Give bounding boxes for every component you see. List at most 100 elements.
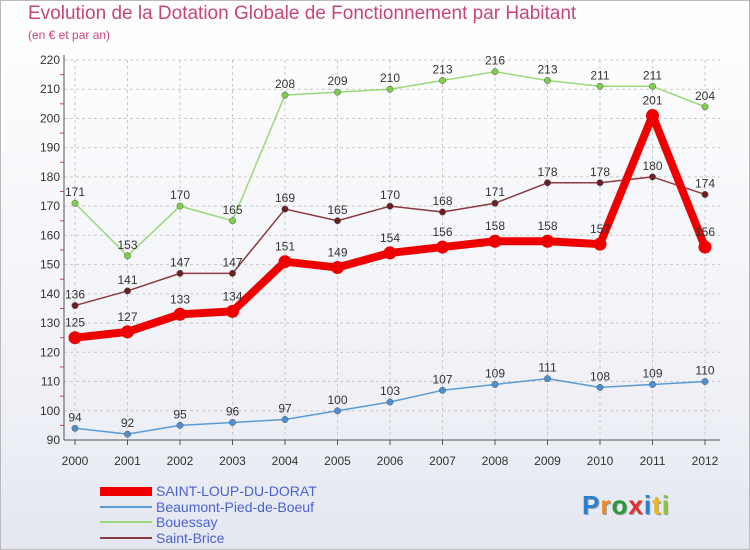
data-point (436, 240, 449, 254)
data-label: 171 (65, 185, 85, 199)
data-point (71, 424, 79, 432)
data-label: 204 (695, 89, 715, 103)
x-tick-label: 2003 (219, 454, 246, 468)
data-point (439, 386, 446, 394)
data-label: 96 (226, 404, 240, 418)
data-point (281, 205, 289, 213)
data-point (701, 103, 709, 111)
data-point (491, 381, 499, 388)
data-label: 211 (643, 68, 662, 82)
data-point (331, 261, 344, 275)
legend-swatch-bouessay (100, 521, 152, 523)
data-label: 156 (695, 225, 715, 239)
data-label: 216 (485, 54, 505, 68)
y-tick-label: 100 (40, 404, 60, 418)
data-point (229, 269, 236, 277)
data-point (544, 77, 551, 84)
x-tick-label: 2005 (324, 454, 351, 468)
data-point (334, 217, 341, 225)
y-tick-label: 150 (40, 258, 60, 272)
y-tick-label: 190 (40, 141, 60, 155)
x-tick-label: 2009 (534, 454, 561, 468)
y-tick-label: 170 (40, 199, 60, 213)
data-point (386, 202, 394, 210)
data-label: 213 (537, 62, 557, 76)
data-point (649, 82, 656, 90)
legend-item-saint-brice: Saint-Brice (100, 530, 224, 546)
data-label: 178 (537, 165, 557, 179)
x-tick-label: 2010 (587, 454, 614, 468)
logo-letter: P (582, 490, 601, 520)
legend-swatch-saint-loup (100, 486, 152, 496)
data-label: 209 (327, 74, 347, 88)
legend-item-beaumont: Beaumont-Pied-de-Boeuf (100, 499, 314, 515)
data-point (124, 287, 131, 295)
data-point (176, 269, 184, 277)
data-point (439, 208, 446, 216)
legend-item-bouessay: Bouessay (100, 514, 217, 530)
data-label: 210 (380, 71, 400, 85)
y-tick-label: 160 (40, 228, 60, 242)
data-label: 213 (432, 62, 452, 76)
logo-letter: i (661, 490, 670, 520)
data-label: 100 (327, 393, 347, 407)
data-point (176, 202, 184, 210)
data-label: 154 (380, 231, 400, 245)
data-label: 147 (222, 255, 242, 269)
data-label: 125 (65, 316, 85, 330)
data-label: 169 (275, 191, 295, 205)
data-point (173, 307, 187, 321)
data-label: 108 (590, 369, 610, 383)
data-point (386, 85, 394, 93)
data-point (701, 191, 709, 198)
data-point (124, 252, 131, 260)
y-tick-label: 200 (40, 111, 60, 125)
data-label: 147 (170, 255, 190, 269)
data-label: 109 (485, 366, 505, 380)
data-point (541, 234, 554, 248)
data-label: 92 (121, 416, 135, 430)
data-label: 171 (485, 185, 505, 199)
y-tick-label: 130 (40, 316, 60, 330)
data-point (226, 304, 239, 318)
data-label: 165 (222, 203, 242, 217)
chart-title: Evolution de la Dotation Globale de Fonc… (28, 3, 577, 24)
data-point (646, 109, 659, 123)
y-tick-label: 220 (40, 53, 60, 67)
data-point (68, 331, 82, 345)
data-point (593, 237, 607, 251)
data-label: 180 (642, 159, 662, 173)
data-point (281, 91, 289, 99)
y-tick-label: 140 (40, 287, 60, 301)
legend-label-saint-loup: SAINT-LOUP-DU-DORAT (156, 483, 317, 499)
data-label: 95 (173, 407, 187, 421)
data-point (229, 217, 236, 225)
logo-letter: i (643, 490, 653, 520)
data-label: 111 (538, 361, 557, 375)
data-point (491, 199, 499, 207)
data-point (544, 179, 551, 187)
y-tick-label: 110 (41, 375, 60, 389)
data-label: 134 (222, 289, 242, 303)
y-tick-label: 90 (47, 433, 61, 447)
data-label: 201 (642, 94, 662, 108)
data-point (71, 199, 79, 207)
x-tick-label: 2008 (482, 454, 509, 468)
data-label: 156 (432, 225, 452, 239)
data-label: 158 (485, 219, 505, 233)
legend-item-saint-loup: SAINT-LOUP-DU-DORAT (100, 483, 317, 499)
chart-subtitle: (en € et par an) (28, 28, 111, 42)
data-label: 127 (117, 310, 137, 324)
data-label: 168 (432, 194, 452, 208)
data-point (386, 398, 394, 406)
data-label: 211 (590, 68, 609, 82)
legend-label-bouessay: Bouessay (156, 514, 218, 530)
data-point (281, 416, 289, 423)
logo-letter: x (628, 490, 644, 520)
data-point (596, 383, 604, 391)
data-label: 157 (590, 222, 610, 236)
x-tick-label: 2012 (692, 454, 719, 468)
data-label: 110 (695, 364, 714, 378)
data-label: 141 (117, 273, 137, 287)
